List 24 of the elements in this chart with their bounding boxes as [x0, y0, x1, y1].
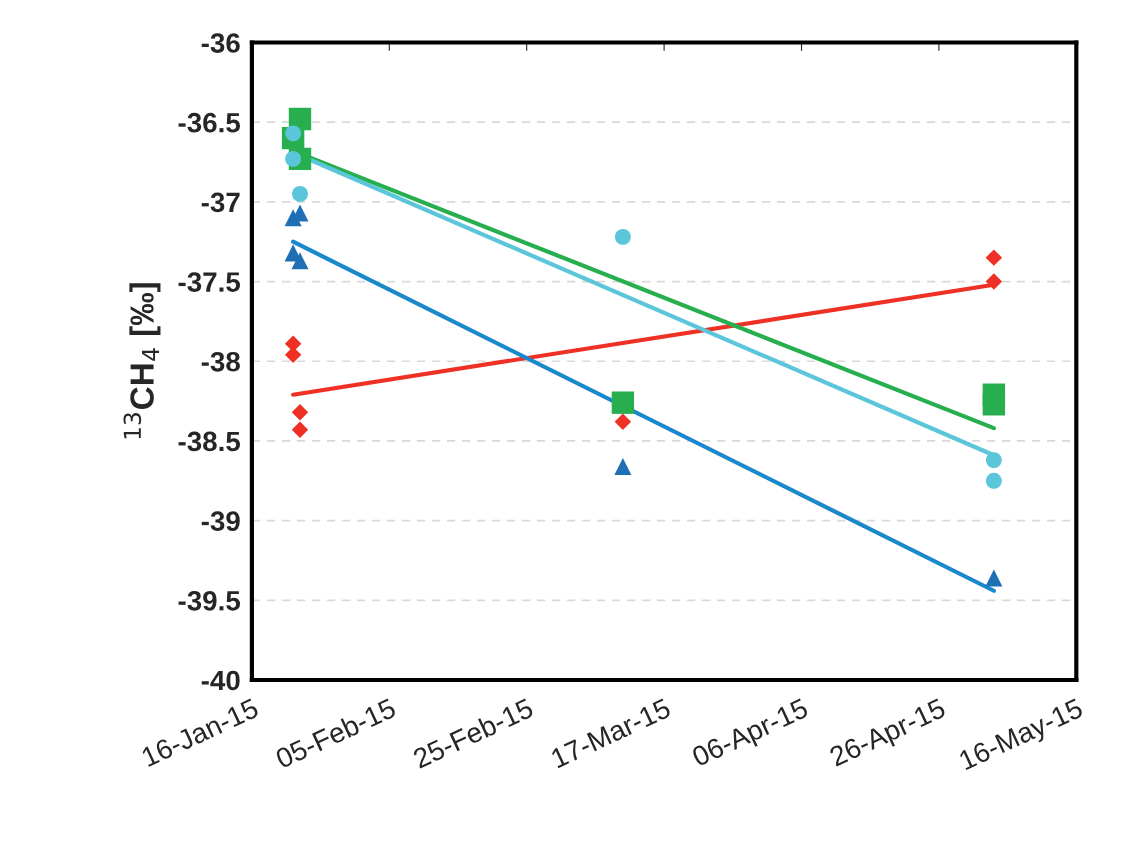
- y-tick-label: -39.5: [178, 590, 241, 611]
- y-tick-label: -37: [201, 192, 240, 213]
- y-tick-label: -40: [201, 670, 240, 691]
- point: [985, 452, 1002, 468]
- point: [985, 569, 1003, 587]
- point: [611, 391, 635, 414]
- point: [985, 273, 1003, 290]
- y-tick-label: -39: [201, 511, 240, 531]
- point: [985, 249, 1003, 266]
- point: [614, 229, 631, 245]
- point: [291, 252, 309, 270]
- point: [291, 421, 309, 438]
- y-axis-title: $^{13}$CH$_{4}$ [‰]: [123, 283, 161, 439]
- y-tick-label: -38.5: [178, 431, 241, 452]
- point: [985, 472, 1002, 489]
- point: [614, 413, 632, 431]
- y-tick-label: -38: [201, 351, 240, 372]
- y-tick-label: -36: [201, 33, 240, 53]
- point: [291, 404, 309, 421]
- point: [292, 185, 308, 202]
- point: [982, 393, 1006, 416]
- y-tick-label: -36.5: [178, 112, 241, 133]
- point: [614, 457, 632, 475]
- y-tick-label: -37.5: [178, 272, 241, 292]
